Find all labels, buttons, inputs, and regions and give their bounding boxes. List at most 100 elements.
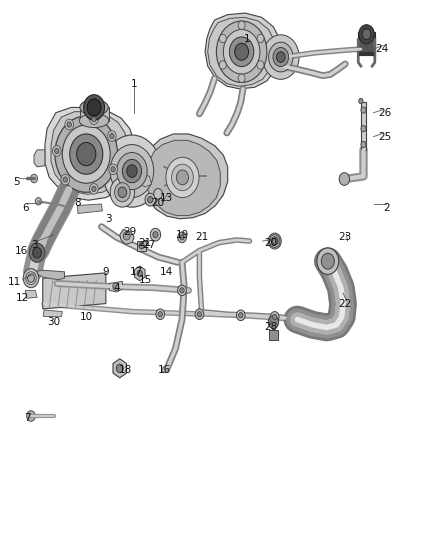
Ellipse shape	[80, 100, 108, 115]
Circle shape	[359, 99, 363, 104]
Polygon shape	[110, 281, 122, 292]
Text: 17: 17	[130, 267, 143, 277]
Circle shape	[28, 274, 35, 282]
Text: 26: 26	[378, 108, 391, 118]
Text: 16: 16	[158, 365, 171, 375]
Polygon shape	[142, 134, 228, 219]
Circle shape	[362, 29, 371, 39]
Circle shape	[223, 29, 260, 74]
Text: 16: 16	[14, 246, 28, 256]
Text: 11: 11	[8, 277, 21, 287]
Polygon shape	[134, 266, 145, 281]
Circle shape	[89, 114, 98, 125]
Circle shape	[117, 152, 147, 190]
Circle shape	[109, 164, 117, 175]
Circle shape	[257, 34, 264, 43]
Circle shape	[115, 183, 130, 202]
Circle shape	[92, 186, 96, 191]
Circle shape	[197, 312, 201, 317]
Polygon shape	[25, 290, 37, 298]
Text: 6: 6	[22, 203, 28, 213]
Text: 20: 20	[152, 198, 165, 208]
Circle shape	[216, 21, 267, 83]
Circle shape	[276, 52, 285, 62]
Circle shape	[111, 167, 115, 172]
Text: 24: 24	[375, 44, 389, 54]
Polygon shape	[113, 359, 127, 378]
Text: 3: 3	[105, 214, 111, 224]
Text: 13: 13	[160, 192, 173, 203]
Circle shape	[33, 247, 42, 258]
Circle shape	[113, 283, 119, 290]
Circle shape	[62, 125, 110, 183]
Circle shape	[230, 37, 254, 67]
Circle shape	[70, 134, 103, 174]
Text: 22: 22	[339, 298, 352, 309]
Circle shape	[272, 238, 277, 244]
Circle shape	[77, 142, 96, 166]
Circle shape	[67, 122, 71, 127]
Text: 19: 19	[175, 230, 189, 240]
Polygon shape	[34, 150, 45, 167]
Circle shape	[23, 269, 39, 288]
Circle shape	[178, 232, 186, 243]
Circle shape	[84, 95, 105, 120]
Circle shape	[145, 193, 155, 206]
Text: 14: 14	[160, 267, 173, 277]
Circle shape	[262, 35, 299, 79]
Polygon shape	[43, 310, 62, 317]
Text: 27: 27	[143, 240, 156, 251]
Circle shape	[55, 116, 117, 192]
Polygon shape	[51, 112, 127, 195]
Circle shape	[219, 34, 226, 43]
Circle shape	[158, 312, 162, 317]
Circle shape	[87, 99, 101, 116]
Circle shape	[63, 177, 67, 182]
Circle shape	[269, 235, 280, 247]
Circle shape	[110, 177, 134, 207]
Circle shape	[361, 125, 366, 132]
Text: 9: 9	[102, 267, 109, 277]
Text: 28: 28	[265, 322, 278, 333]
Circle shape	[92, 117, 96, 122]
Polygon shape	[120, 229, 134, 244]
Circle shape	[27, 411, 35, 421]
Circle shape	[172, 164, 193, 191]
Circle shape	[108, 131, 116, 141]
Circle shape	[238, 74, 245, 83]
Circle shape	[102, 135, 162, 207]
Circle shape	[271, 237, 278, 245]
Polygon shape	[45, 108, 134, 200]
Polygon shape	[78, 204, 102, 214]
Ellipse shape	[79, 114, 109, 127]
Text: 1: 1	[131, 78, 138, 88]
Text: 12: 12	[16, 293, 29, 303]
Circle shape	[166, 157, 199, 198]
Circle shape	[180, 288, 184, 293]
Circle shape	[61, 174, 70, 185]
Circle shape	[321, 253, 334, 269]
Text: 23: 23	[339, 232, 352, 243]
Text: 7: 7	[24, 413, 31, 423]
Circle shape	[127, 165, 137, 177]
Circle shape	[268, 42, 293, 72]
Circle shape	[123, 231, 130, 240]
Circle shape	[29, 243, 45, 262]
Circle shape	[31, 174, 38, 183]
Polygon shape	[33, 270, 64, 280]
Polygon shape	[361, 102, 366, 150]
Polygon shape	[136, 174, 152, 187]
Text: 15: 15	[138, 274, 152, 285]
Circle shape	[238, 21, 245, 29]
Circle shape	[156, 309, 165, 319]
Circle shape	[53, 146, 61, 156]
Circle shape	[55, 148, 59, 154]
Circle shape	[118, 187, 127, 198]
Circle shape	[154, 189, 162, 199]
Polygon shape	[269, 330, 278, 340]
Circle shape	[268, 233, 281, 249]
Circle shape	[178, 285, 186, 296]
Circle shape	[65, 119, 74, 130]
Circle shape	[272, 314, 277, 319]
Polygon shape	[208, 17, 275, 86]
